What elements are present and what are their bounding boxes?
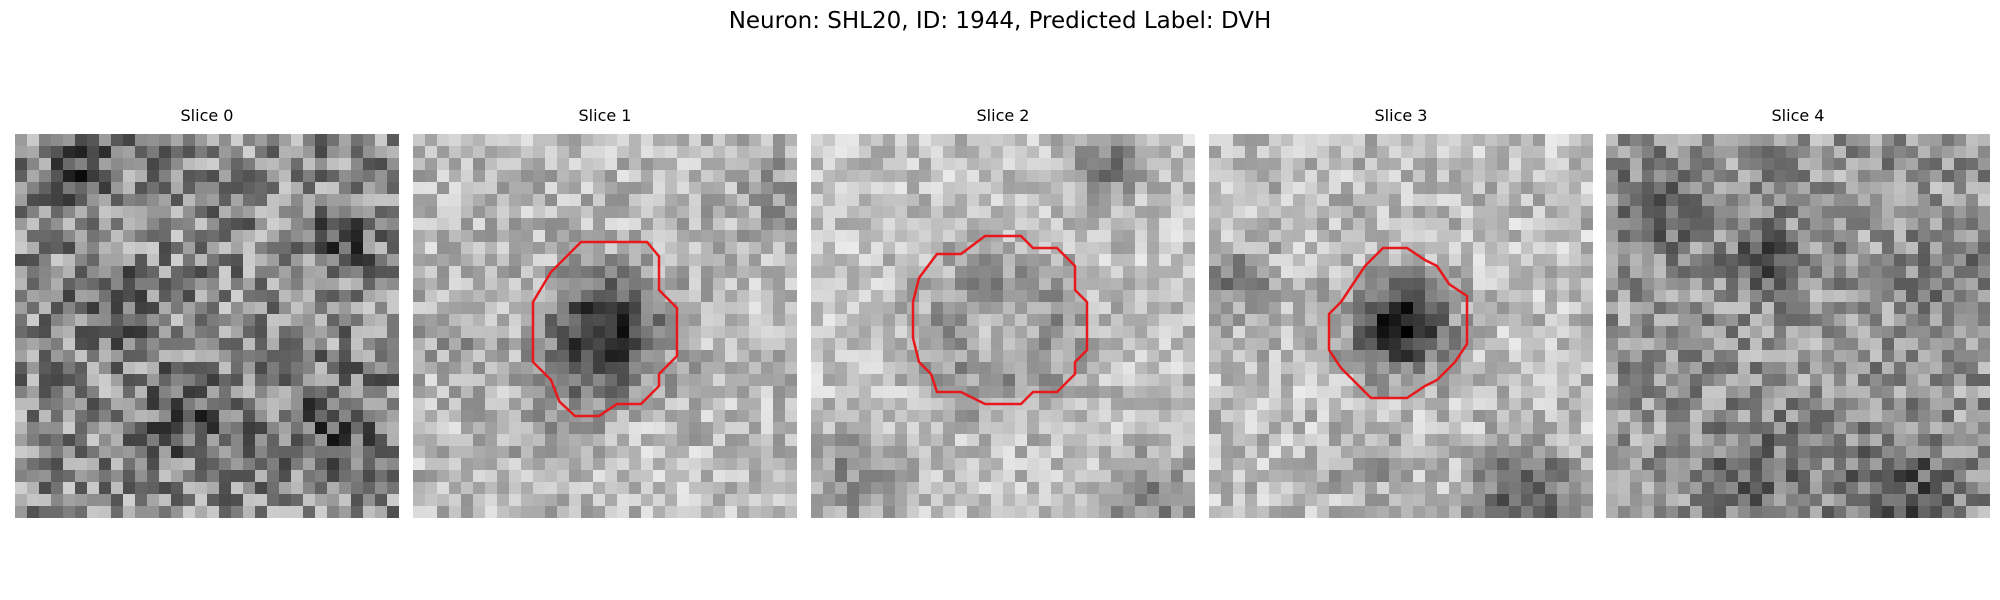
slice-image (811, 134, 1195, 518)
slice-panel-3: Slice 3 (1209, 104, 1593, 128)
slice-image (1209, 134, 1593, 518)
slice-panel-4: Slice 4 (1606, 104, 1990, 128)
slice-image (413, 134, 797, 518)
slice-title: Slice 4 (1606, 104, 1990, 128)
grayscale-pixel-grid (413, 134, 797, 518)
grayscale-pixel-grid (1209, 134, 1593, 518)
slice-panel-2: Slice 2 (811, 104, 1195, 128)
slice-title: Slice 3 (1209, 104, 1593, 128)
slice-image (1606, 134, 1990, 518)
grayscale-pixel-grid (15, 134, 399, 518)
slice-title: Slice 2 (811, 104, 1195, 128)
grayscale-pixel-grid (811, 134, 1195, 518)
figure-title: Neuron: SHL20, ID: 1944, Predicted Label… (0, 6, 2000, 36)
slice-title: Slice 0 (15, 104, 399, 128)
grayscale-pixel-grid (1606, 134, 1990, 518)
slice-panel-1: Slice 1 (413, 104, 797, 128)
slice-image (15, 134, 399, 518)
slice-title: Slice 1 (413, 104, 797, 128)
slice-panel-0: Slice 0 (15, 104, 399, 128)
